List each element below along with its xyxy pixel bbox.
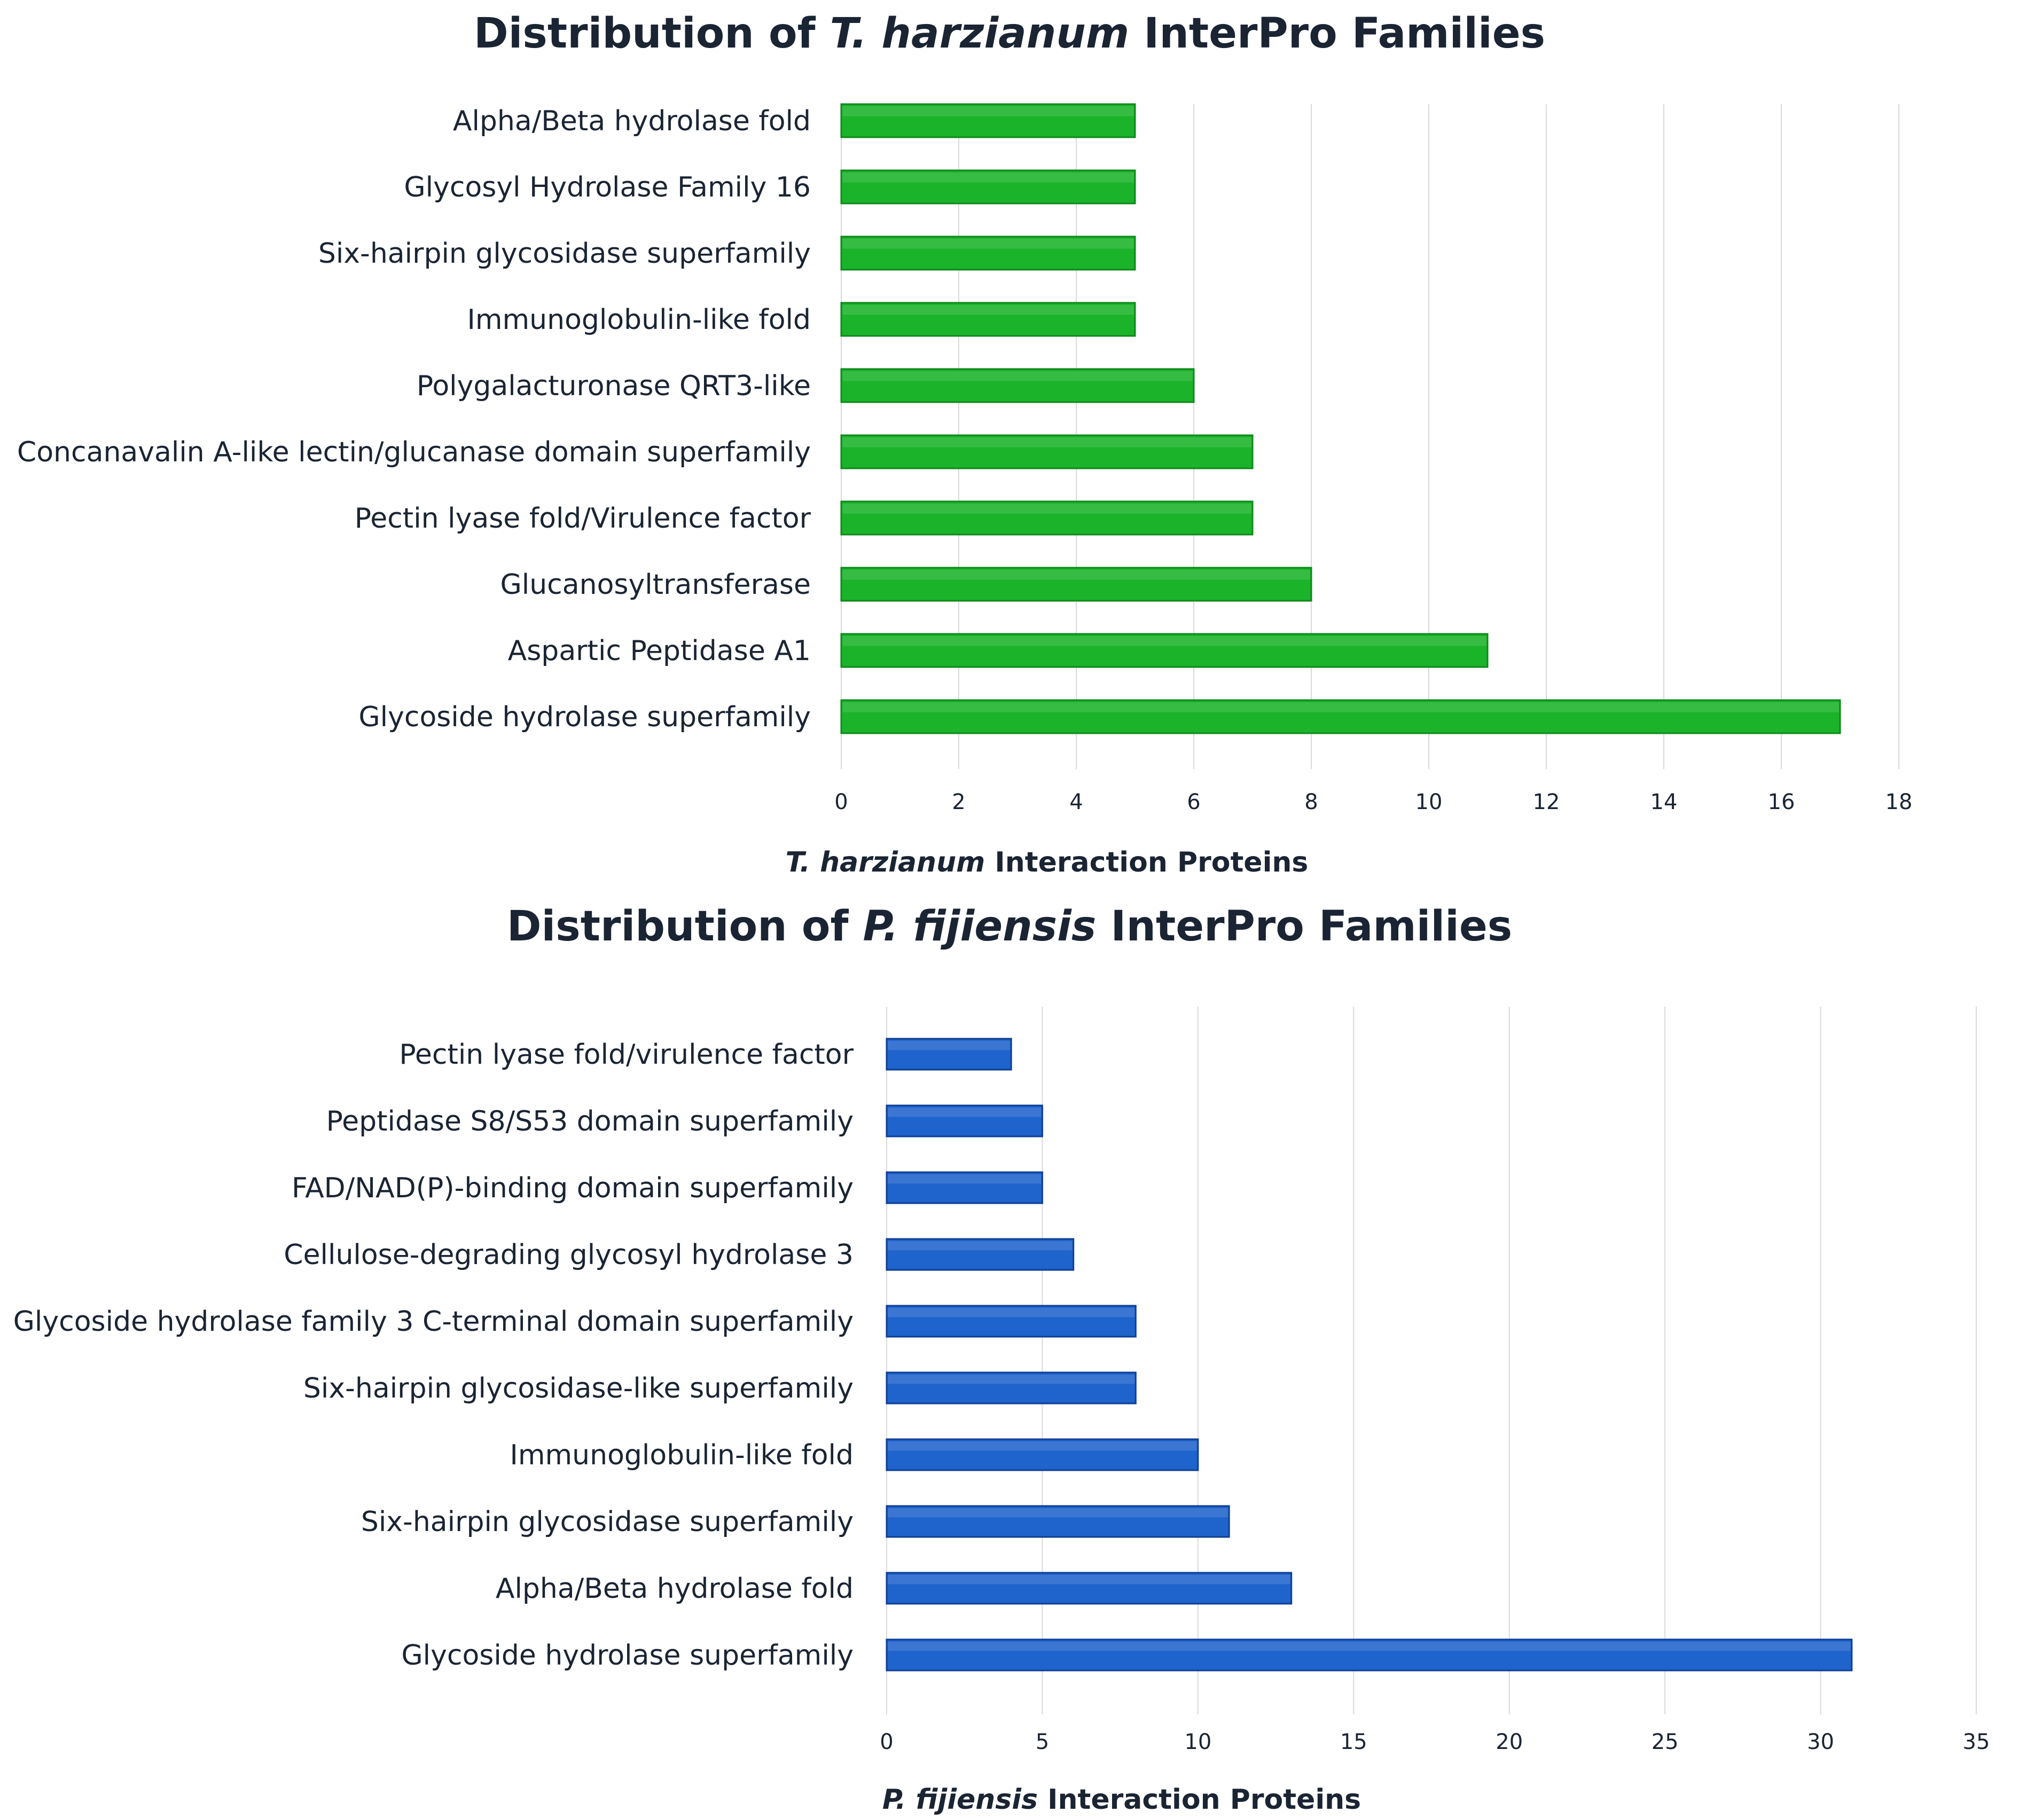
category-label: FAD/NAD(P)-binding domain superfamily: [292, 1172, 854, 1204]
bar: [886, 1305, 1137, 1338]
chart-title: Distribution of T. harzianum InterPro Fa…: [473, 10, 1546, 58]
category-label: Alpha/Beta hydrolase fold: [496, 1573, 854, 1605]
bar: [840, 368, 1195, 403]
bar: [840, 103, 1136, 138]
bar-highlight: [888, 1375, 1135, 1384]
x-tick-label: 35: [1963, 1730, 1990, 1754]
bar: [886, 1371, 1137, 1405]
x-axis-label: T. harzianum Interaction Proteins: [785, 846, 1309, 878]
category-label: Cellulose-degrading glycosyl hydrolase 3: [284, 1239, 854, 1271]
x-tick-label: 10: [1415, 790, 1443, 814]
bar-highlight: [842, 239, 1134, 249]
category-label: Immunoglobulin-like fold: [467, 304, 811, 336]
bar: [840, 500, 1254, 536]
bar-highlight: [842, 570, 1310, 580]
category-label: Glycoside hydrolase superfamily: [358, 701, 811, 733]
category-label: Glycoside hydrolase family 3 C-terminal …: [13, 1306, 854, 1338]
category-label: Six-hairpin glycosidase superfamily: [361, 1506, 854, 1538]
bar-highlight: [888, 1241, 1073, 1251]
bar: [840, 567, 1312, 602]
bar: [840, 236, 1136, 271]
bar-highlight: [842, 437, 1251, 448]
category-label: Immunoglobulin-like fold: [510, 1439, 854, 1471]
category-label: Glycosyl Hydrolase Family 16: [404, 171, 811, 203]
category-label: Peptidase S8/S53 domain superfamily: [326, 1105, 854, 1138]
category-label: Aspartic Peptidase A1: [508, 635, 811, 667]
bar-highlight: [842, 106, 1134, 116]
bar: [886, 1171, 1043, 1204]
plot-area: 0 2 4 6 8 10 12 14 16 18 Alpha/Beta hydrolase fold…: [17, 103, 1913, 814]
bar-highlight: [888, 1308, 1135, 1317]
plot-area: 0 5 10 15 20 25 30 35 Pectin lyase fold/virulenc…: [13, 1007, 1990, 1754]
bar-highlight: [842, 172, 1134, 183]
chart-title: Distribution of P. fijiensis InterPro Fa…: [506, 903, 1513, 951]
x-tick-label: 12: [1533, 790, 1560, 814]
category-label: Six-hairpin glycosidase superfamily: [318, 238, 811, 270]
category-label: Six-hairpin glycosidase-like superfamily: [303, 1372, 854, 1405]
x-tick-label: 25: [1652, 1730, 1679, 1754]
bar-highlight: [842, 504, 1251, 514]
x-tick-label: 0: [834, 790, 848, 814]
bar-highlight: [842, 305, 1134, 315]
bar: [886, 1572, 1293, 1605]
bar-highlight: [888, 1642, 1851, 1651]
bar-highlight: [888, 1441, 1197, 1451]
bar: [840, 633, 1489, 668]
bar: [840, 169, 1136, 205]
x-tick-label: 15: [1340, 1730, 1367, 1754]
category-label: Concanavalin A-like lectin/glucanase dom…: [17, 436, 811, 468]
bar: [840, 434, 1254, 469]
category-label: Glucanosyltransferase: [500, 569, 811, 601]
x-tick-label: 6: [1187, 790, 1200, 814]
bar: [886, 1438, 1199, 1471]
x-tick-label: 18: [1885, 790, 1913, 814]
bar-highlight: [888, 1575, 1290, 1584]
x-tick-label: 5: [1036, 1730, 1049, 1754]
x-tick-label: 20: [1496, 1730, 1523, 1754]
x-tick-label: 14: [1650, 790, 1678, 814]
bar-highlight: [888, 1108, 1042, 1117]
x-tick-label: 10: [1184, 1730, 1211, 1754]
bar: [886, 1238, 1075, 1271]
category-label: Alpha/Beta hydrolase fold: [453, 105, 811, 137]
bar-highlight: [842, 636, 1486, 646]
chart-t-harzianum: Distribution of T. harzianum InterPro Fa…: [0, 0, 2019, 887]
bar-highlight: [888, 1174, 1042, 1184]
bar-highlight: [888, 1041, 1011, 1050]
x-tick-label: 8: [1304, 790, 1318, 814]
chart-p-fijiensis: Distribution of P. fijiensis InterPro Fa…: [0, 903, 2019, 1820]
x-axis-label: P. fijiensis Interaction Proteins: [882, 1784, 1361, 1816]
category-label: Pectin lyase fold/Virulence factor: [355, 503, 811, 535]
category-label: Glycoside hydrolase superfamily: [401, 1639, 854, 1672]
category-label: Polygalacturonase QRT3-like: [417, 370, 811, 402]
bar: [886, 1638, 1853, 1672]
bar: [886, 1505, 1230, 1538]
x-tick-label: 4: [1069, 790, 1083, 814]
bar-highlight: [842, 371, 1193, 381]
bar: [840, 302, 1136, 337]
x-tick-label: 2: [952, 790, 965, 814]
bar: [840, 699, 1841, 734]
bar-highlight: [888, 1508, 1228, 1518]
category-label: Pectin lyase fold/virulence factor: [399, 1039, 854, 1071]
x-tick-label: 0: [880, 1730, 893, 1754]
bar-highlight: [842, 702, 1839, 712]
bar: [886, 1104, 1043, 1138]
bar: [886, 1038, 1012, 1071]
x-tick-label: 30: [1807, 1730, 1834, 1754]
x-tick-label: 16: [1768, 790, 1795, 814]
